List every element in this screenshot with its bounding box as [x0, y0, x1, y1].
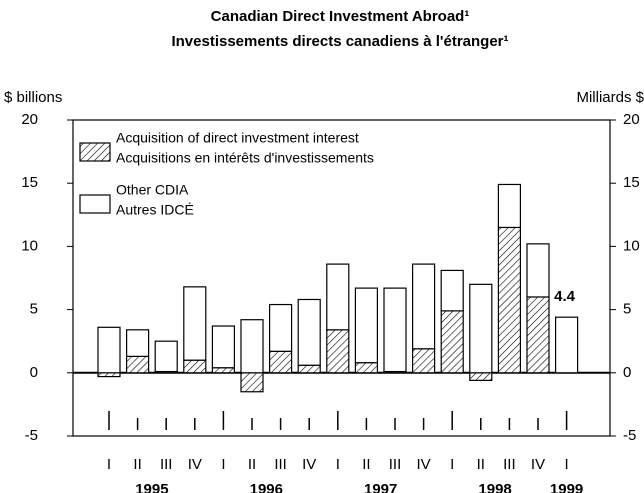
x-tick-label: I — [221, 456, 225, 473]
bar-segment — [211, 367, 235, 374]
legend-label: Acquisitions en intérêts d'investissemen… — [116, 150, 374, 166]
bar-segment — [526, 243, 550, 298]
year-label: 1998 — [478, 481, 511, 493]
bar-segment — [269, 303, 293, 352]
legend-label: Acquisition of direct investment interes… — [116, 130, 359, 146]
y2-axis-label: Milliards $ — [576, 89, 644, 106]
year-label: 1997 — [364, 481, 397, 493]
bar-segment — [497, 183, 521, 229]
bar-segment — [211, 325, 235, 369]
x-tick-label: II — [248, 456, 256, 473]
x-tick-label: IV — [417, 456, 431, 473]
bar-segment — [354, 362, 378, 374]
y-tick-label: 20 — [21, 111, 38, 128]
y2-tick-label: 5 — [623, 301, 631, 318]
y-tick-label: -5 — [25, 427, 38, 444]
bar-segment — [412, 263, 436, 350]
x-tick-label: IV — [188, 456, 202, 473]
x-tick-label: I — [565, 456, 569, 473]
bar-segment — [497, 226, 521, 374]
y-tick-label: 10 — [21, 237, 38, 254]
bar-segment — [269, 350, 293, 374]
x-tick-label: II — [362, 456, 370, 473]
bar-segment — [526, 296, 550, 374]
x-tick-label: IV — [302, 456, 316, 473]
y-tick-label: 0 — [30, 364, 38, 381]
bar-segment — [125, 329, 150, 357]
bar-segment — [326, 329, 350, 374]
x-tick-label: III — [274, 456, 287, 473]
year-label: 1996 — [250, 481, 283, 493]
y2-tick-label: 20 — [623, 111, 640, 128]
y-axis-label: $ billions — [4, 89, 62, 106]
bar-segment — [469, 372, 493, 381]
year-label: 1999 — [550, 481, 583, 493]
chart-title: Canadian Direct Investment Abroad¹ — [211, 8, 470, 25]
x-tick-label: IV — [531, 456, 545, 473]
bar-segment — [412, 348, 436, 374]
x-tick-label: II — [477, 456, 485, 473]
x-tick-label: I — [107, 456, 111, 473]
legend-label: Autres IDCÉ — [116, 202, 194, 218]
bar-segment — [154, 340, 178, 373]
bar-segment — [97, 326, 121, 374]
bar-segment — [440, 269, 464, 312]
legend-swatch — [79, 142, 111, 162]
x-tick-label: III — [503, 456, 516, 473]
bar-segment — [183, 359, 207, 374]
year-label: 1995 — [135, 481, 168, 493]
bar-segment — [297, 298, 321, 366]
x-tick-label: II — [133, 456, 141, 473]
y2-tick-label: 10 — [623, 237, 640, 254]
y-tick-label: 5 — [30, 301, 38, 318]
x-tick-label: III — [389, 456, 402, 473]
bar-segment — [326, 263, 350, 331]
x-tick-label: III — [160, 456, 173, 473]
bar-segment — [297, 364, 321, 374]
bar-segment — [440, 310, 464, 374]
y-tick-label: 15 — [21, 174, 38, 191]
bar-segment — [240, 319, 264, 374]
bar-segment — [383, 287, 407, 373]
legend-label: Other CDIA — [116, 182, 189, 198]
y2-tick-label: 0 — [623, 364, 631, 381]
chart-subtitle: Investissements directs canadiens à l'ét… — [171, 33, 508, 50]
bar-segment — [554, 316, 579, 374]
bar-segment — [354, 287, 378, 364]
x-tick-label: I — [450, 456, 454, 473]
bar-segment — [240, 372, 264, 393]
bar-segment — [125, 355, 150, 374]
legend-swatch — [79, 194, 111, 214]
x-tick-label: I — [336, 456, 340, 473]
value-label: 4.4 — [554, 288, 576, 305]
bar-segment — [183, 286, 207, 361]
y2-tick-label: -5 — [623, 427, 636, 444]
bar-segment — [469, 283, 493, 374]
plot-frame — [72, 119, 611, 437]
y2-tick-label: 15 — [623, 174, 640, 191]
